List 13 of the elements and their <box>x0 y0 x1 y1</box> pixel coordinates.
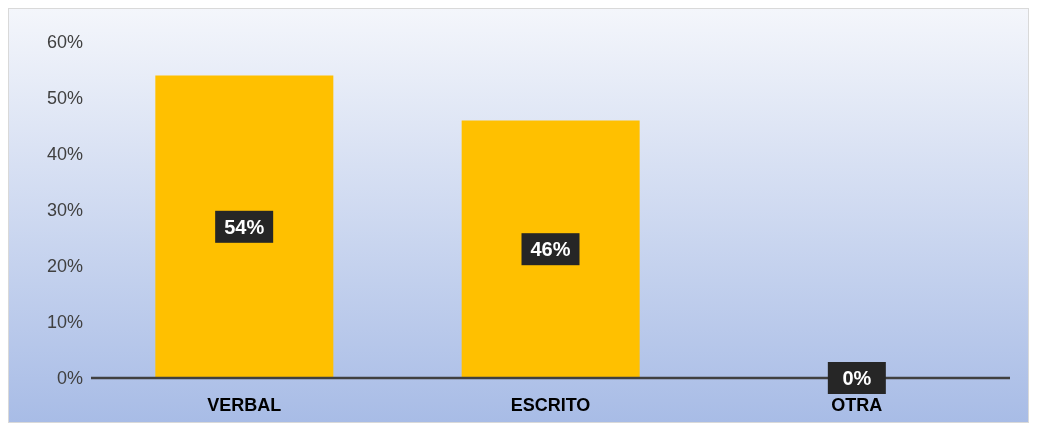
y-tick-label: 0% <box>56 368 83 389</box>
y-tick-label: 40% <box>46 144 83 165</box>
x-tick-label: OTRA <box>831 394 883 415</box>
y-tick-label: 10% <box>46 312 83 333</box>
data-label: 0% <box>842 367 872 389</box>
y-tick-label: 50% <box>46 88 83 109</box>
y-tick-label: 30% <box>46 200 83 221</box>
data-label: 46% <box>530 238 571 261</box>
data-label: 54% <box>224 215 265 238</box>
x-tick-label: ESCRITO <box>510 394 591 415</box>
x-tick-label: VERBAL <box>207 394 282 415</box>
y-tick-label: 60% <box>46 32 83 53</box>
y-tick-label: 20% <box>46 256 83 277</box>
